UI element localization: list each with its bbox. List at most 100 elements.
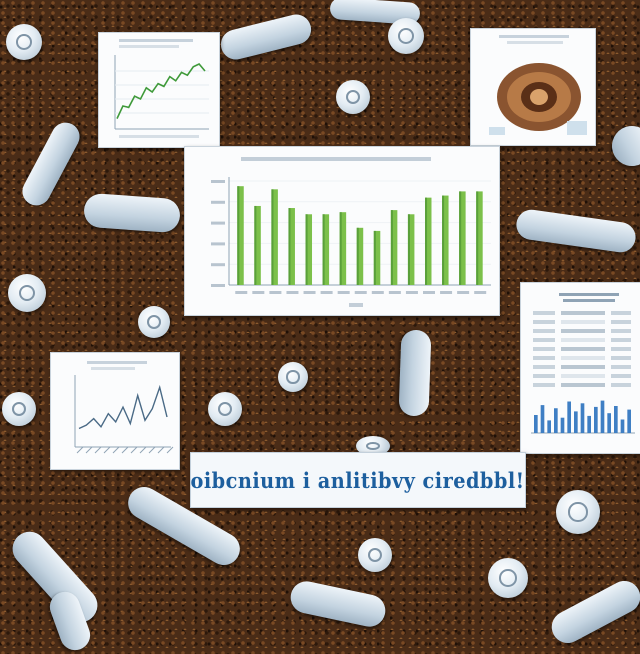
table-cell (533, 338, 555, 342)
bar-shade (305, 214, 308, 285)
capsule-ornament (82, 192, 182, 234)
banner-text: oibcnium i anlitibvy ciredbbl! (190, 467, 526, 493)
bar (560, 417, 565, 433)
table-cell (611, 356, 631, 360)
bar (540, 405, 545, 433)
capsule-ornament (287, 578, 389, 630)
specimen-photo-card (470, 28, 596, 146)
bar (425, 197, 432, 285)
x-tick-label (405, 291, 418, 294)
bead-ornament (6, 24, 42, 60)
bar-shade (339, 212, 342, 285)
table-cell (561, 329, 605, 333)
top-line-chart-card (98, 32, 220, 148)
specimen-photo (489, 35, 587, 135)
table-cell (611, 347, 631, 351)
x-tick-label (388, 291, 401, 294)
capsule-ornament (546, 575, 640, 649)
bar (580, 403, 585, 433)
x-tick-label (320, 291, 333, 294)
top-line-chart (114, 39, 209, 138)
table-cell (561, 320, 605, 324)
bar (442, 195, 449, 285)
axis-hatch (148, 446, 156, 454)
axis-hatch (139, 446, 147, 454)
table-cell (611, 311, 631, 315)
x-tick-label (354, 291, 367, 294)
axis-hatch (94, 446, 102, 454)
y-tick-label (211, 221, 225, 225)
x-tick-label (440, 291, 453, 294)
bar-shade (407, 214, 410, 285)
title-banner: oibcnium i anlitibvy ciredbbl! (190, 452, 526, 508)
bar (627, 409, 631, 433)
bead-ornament (8, 274, 46, 312)
bar (554, 408, 558, 433)
bar-shade (254, 205, 257, 285)
top-line-series (116, 63, 206, 119)
left-line-chart-card (50, 352, 180, 470)
table-cell (561, 365, 605, 369)
bar-shade (476, 191, 479, 285)
right-table-chart-card (520, 282, 640, 454)
bar (356, 227, 364, 285)
capsule-ornament (398, 329, 432, 417)
left-line-series (78, 384, 168, 430)
bar (534, 415, 538, 433)
axis-hatch (166, 446, 174, 454)
y-tick-label (211, 263, 225, 267)
axis-hatch (157, 446, 165, 454)
bar (607, 413, 611, 433)
table-cell (561, 356, 605, 360)
table-cell (611, 329, 631, 333)
capsule-ornament (17, 117, 85, 211)
y-tick-label (211, 180, 225, 183)
x-tick-label (371, 291, 384, 294)
right-table-chart (531, 293, 635, 434)
y-tick-label (211, 200, 225, 204)
table-cell (611, 374, 631, 378)
x-tick-label (474, 291, 487, 294)
bead-ornament (388, 18, 424, 54)
x-tick-label (337, 291, 350, 294)
table-cell (533, 320, 555, 324)
bar (587, 415, 591, 433)
bar-shade (425, 197, 428, 285)
table-cell (533, 374, 555, 378)
bead-ornament (208, 392, 242, 426)
bar (254, 205, 261, 285)
bar (237, 186, 244, 285)
x-tick-label (423, 291, 435, 294)
bar (407, 214, 415, 285)
bead-ornament (556, 490, 600, 534)
table-cell (533, 347, 555, 351)
bar (459, 191, 466, 285)
axis-hatch (85, 446, 93, 454)
table-cell (611, 320, 631, 324)
bar (567, 401, 571, 433)
x-tick-label (235, 291, 248, 294)
y-tick-label (211, 284, 225, 287)
bar (476, 191, 483, 285)
table-cell (533, 356, 555, 360)
bar-shade (373, 230, 376, 285)
bar (600, 400, 605, 433)
left-line-chart (74, 361, 174, 454)
bar-shade (390, 210, 393, 285)
table-cell (611, 383, 631, 387)
main-bar-chart-card (184, 146, 500, 316)
bar-shade (288, 208, 291, 285)
bar-shade (237, 186, 240, 285)
bead-ornament (358, 538, 392, 572)
bead-ornament (278, 362, 308, 392)
bar (322, 214, 330, 285)
table-cell (611, 338, 631, 342)
table-cell (611, 365, 631, 369)
bead-ornament (2, 392, 36, 426)
table-cell (561, 383, 605, 387)
main-bar-chart (211, 157, 491, 307)
axis-hatch (130, 446, 138, 454)
axis-hatch (112, 446, 120, 454)
bead-ornament (138, 306, 170, 338)
